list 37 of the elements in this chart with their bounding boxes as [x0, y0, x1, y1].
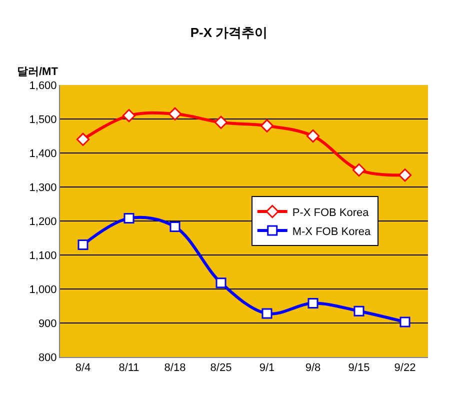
- y-tick-label: 1,600: [29, 80, 57, 92]
- chart-title: P-X 가격추이: [190, 25, 268, 40]
- point: [260, 119, 274, 132]
- point: [122, 109, 136, 122]
- point: [78, 240, 88, 250]
- x-tick-label: 8/25: [210, 362, 232, 374]
- x-tick-label: 9/15: [348, 362, 370, 374]
- point: [308, 298, 318, 309]
- x-tick-label: 9/1: [259, 362, 275, 374]
- y-tick-label: 1,300: [29, 182, 57, 194]
- point: [354, 306, 364, 316]
- x-tick-label: 9/8: [305, 362, 321, 374]
- point: [262, 308, 272, 319]
- legend-label: P-X FOB Korea: [292, 206, 370, 219]
- y-axis-title: 달러/MT: [17, 66, 58, 78]
- point: [398, 168, 412, 182]
- y-tick-label: 1,400: [29, 148, 57, 160]
- point: [168, 107, 182, 120]
- y-tick-label: 1,000: [29, 284, 57, 296]
- point: [124, 213, 134, 224]
- point: [214, 116, 228, 129]
- point: [216, 278, 226, 288]
- x-tick-label: 8/18: [164, 362, 186, 374]
- y-tick-label: 1,100: [29, 250, 57, 262]
- point: [400, 316, 410, 328]
- y-tick-label: 1,200: [29, 216, 57, 228]
- y-tick-label: 900: [38, 318, 57, 330]
- x-tick-label: 9/22: [394, 362, 416, 374]
- point: [352, 163, 366, 177]
- point: [306, 129, 320, 143]
- y-tick-label: 800: [38, 352, 57, 364]
- x-tick-label: 8/11: [118, 362, 140, 374]
- legend-label: M-X FOB Korea: [292, 226, 372, 238]
- point: [170, 222, 180, 232]
- y-tick-label: 1,500: [29, 114, 57, 126]
- point: [76, 132, 90, 146]
- x-tick-label: 8/4: [75, 362, 91, 374]
